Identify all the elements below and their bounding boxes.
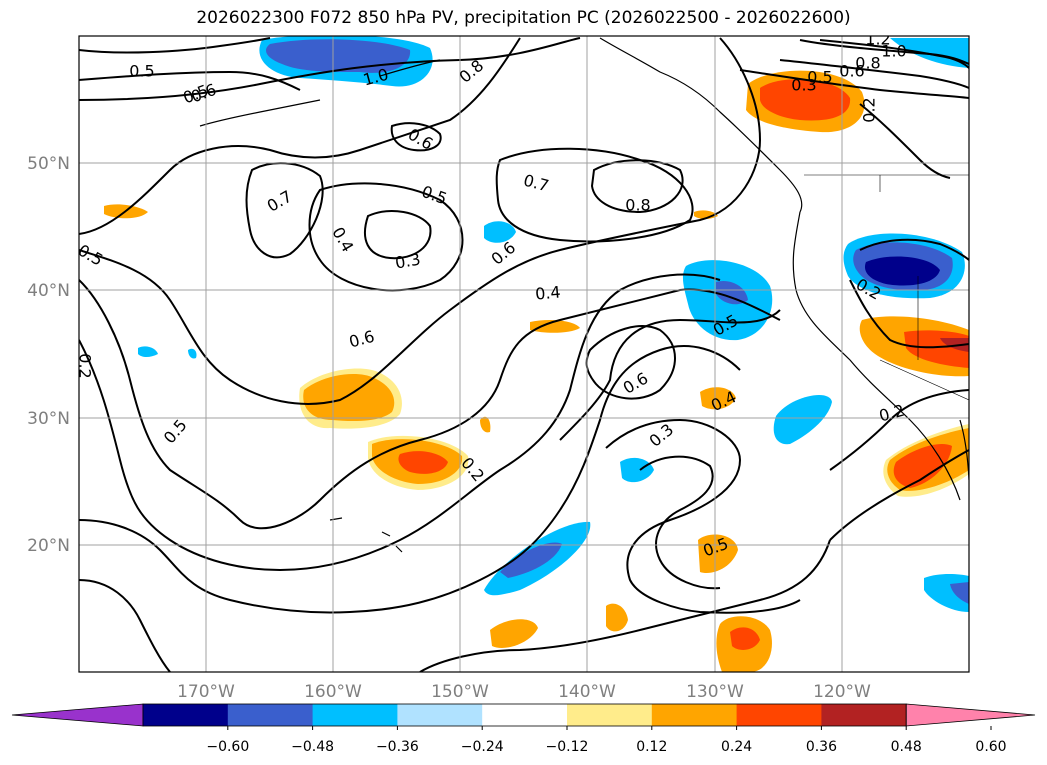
contour-label: 0.3 bbox=[394, 249, 422, 272]
longitude-labels: 170°W 160°W 150°W 140°W 130°W 120°W bbox=[177, 682, 871, 702]
lat-label-50n: 50°N bbox=[27, 154, 70, 174]
colorbar-tick-label: −0.24 bbox=[461, 739, 504, 755]
colorbar-tick-label: −0.48 bbox=[291, 739, 334, 755]
colorbar-segment bbox=[227, 704, 314, 726]
contour-label: 0.4 bbox=[534, 282, 561, 303]
colorbar-tick-labels: −0.60 −0.48 −0.36 −0.24 −0.12 0.12 0.24 0.36 0.4… bbox=[206, 726, 1007, 755]
graticule bbox=[79, 36, 969, 672]
colorbar-segment bbox=[567, 704, 653, 726]
latitude-labels: 50°N 40°N 30°N 20°N bbox=[27, 154, 70, 556]
lon-label-160w: 160°W bbox=[304, 682, 362, 702]
colorbar-segment bbox=[312, 704, 398, 726]
contour-label: 1.2 bbox=[865, 30, 890, 49]
pv-contours bbox=[79, 37, 969, 672]
contour-label: 0.5 bbox=[807, 68, 832, 87]
contour-label: 0.2 bbox=[76, 353, 95, 378]
colorbar-segment bbox=[821, 704, 907, 726]
colorbar-segment bbox=[143, 704, 229, 726]
lon-label-150w: 150°W bbox=[431, 682, 489, 702]
colorbar-segment bbox=[482, 704, 568, 726]
colorbar bbox=[11, 703, 1036, 727]
colorbar-extend-high bbox=[905, 703, 1036, 727]
lon-label-170w: 170°W bbox=[177, 682, 235, 702]
colorbar-tick-label: 0.12 bbox=[636, 739, 667, 755]
colorbar-tick-label: −0.60 bbox=[206, 739, 249, 755]
contour-label: 0.8 bbox=[855, 54, 880, 73]
colorbar-tick-label: −0.12 bbox=[546, 739, 589, 755]
lat-label-20n: 20°N bbox=[27, 536, 70, 556]
colorbar-segment bbox=[397, 704, 483, 726]
contour-label: 0.5 bbox=[129, 62, 154, 81]
colorbar-tick-label: 0.24 bbox=[721, 739, 752, 755]
lon-label-120w: 120°W bbox=[813, 682, 871, 702]
colorbar-extend-low bbox=[11, 703, 144, 727]
colorbar-segment bbox=[651, 704, 738, 726]
contour-label: 0.2 bbox=[860, 97, 879, 122]
colorbar-outline bbox=[142, 703, 907, 727]
lat-label-40n: 40°N bbox=[27, 281, 70, 301]
lat-label-30n: 30°N bbox=[27, 409, 70, 429]
contour-label: 0.3 bbox=[791, 76, 816, 95]
lon-label-130w: 130°W bbox=[686, 682, 744, 702]
contour-label: 1.0 bbox=[881, 42, 906, 61]
map-title: 2026022300 F072 850 hPa PV, precipitatio… bbox=[196, 8, 851, 28]
map-frame bbox=[78, 35, 970, 673]
contour-label: 0.8 bbox=[625, 196, 650, 215]
lon-label-140w: 140°W bbox=[558, 682, 616, 702]
colorbar-segment bbox=[736, 704, 822, 726]
colorbar-tick-label: 0.48 bbox=[891, 739, 922, 755]
colorbar-tick-label: 0.36 bbox=[806, 739, 837, 755]
contour-label: 0.6 bbox=[839, 62, 864, 81]
colorbar-tick-label: −0.36 bbox=[376, 739, 419, 755]
colorbar-tick-label: 0.60 bbox=[975, 739, 1006, 755]
